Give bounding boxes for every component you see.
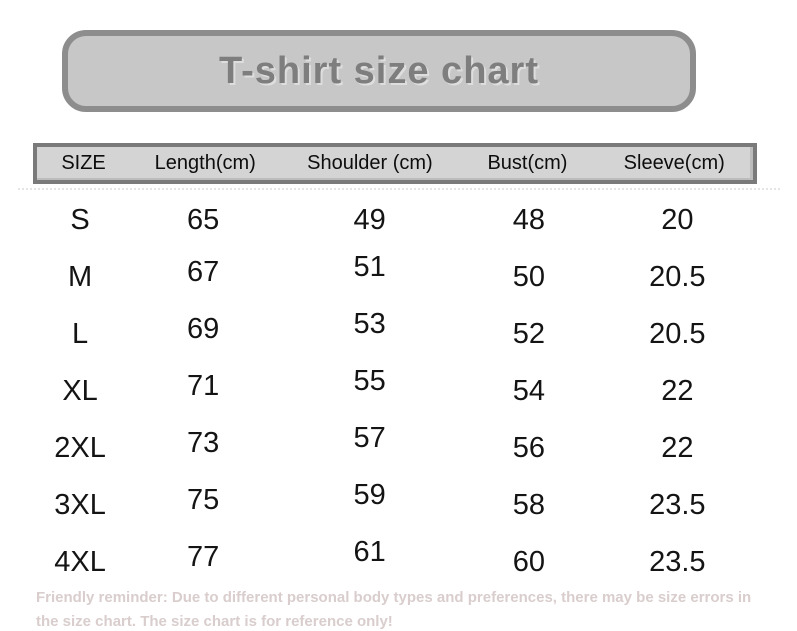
table-cell: 20.5 <box>649 261 706 293</box>
table-cell: 22 <box>661 375 694 407</box>
table-cell: 57 <box>353 422 386 454</box>
table-cell: 48 <box>512 204 546 236</box>
table-row: M 67 51 50 20.5 <box>33 249 757 306</box>
table-cell: 65 <box>186 204 220 236</box>
column-header-length-cm: Length(cm) <box>154 152 256 174</box>
column-header-bust-cm: Bust(cm) <box>487 152 568 174</box>
size-label: S <box>70 204 90 236</box>
column-header-size: SIZE <box>61 152 106 174</box>
size-label: 4XL <box>54 546 106 578</box>
table-cell: 50 <box>512 261 546 293</box>
table-body: S 65 49 48 20 M 67 51 50 20.5 L 69 53 52 20.5 XL 71 55 54 2… <box>33 192 757 591</box>
dotted-divider <box>18 188 780 190</box>
size-label: M <box>67 261 93 293</box>
size-label: XL <box>62 375 98 407</box>
table-cell: 20 <box>661 204 694 236</box>
table-cell: 51 <box>353 251 386 283</box>
size-label: L <box>71 318 89 350</box>
table-cell: 61 <box>353 536 386 568</box>
table-cell: 71 <box>186 370 220 402</box>
table-cell: 77 <box>186 541 220 573</box>
table-cell: 52 <box>512 318 546 350</box>
table-cell: 67 <box>186 256 220 288</box>
table-row: 4XL 77 61 60 23.5 <box>33 534 757 591</box>
table-header-row: SIZE Length(cm) Shoulder (cm) Bust(cm) Sleev… <box>33 143 757 184</box>
page-title: T-shirt size chart <box>219 49 539 92</box>
table-cell: 55 <box>353 365 386 397</box>
table-row: L 69 53 52 20.5 <box>33 306 757 363</box>
table-cell: 60 <box>512 546 546 578</box>
column-header-sleeve-cm: Sleeve(cm) <box>623 152 725 174</box>
table-cell: 22 <box>661 432 694 464</box>
table-cell: 49 <box>353 204 386 236</box>
table-cell: 69 <box>186 313 220 345</box>
table-row: S 65 49 48 20 <box>33 192 757 249</box>
table-cell: 20.5 <box>649 318 706 350</box>
table-row: 3XL 75 59 58 23.5 <box>33 477 757 534</box>
column-header-shoulder-cm: Shoulder (cm) <box>307 152 433 174</box>
table-row: 2XL 73 57 56 22 <box>33 420 757 477</box>
title-banner: T-shirt size chart <box>62 30 696 112</box>
table-cell: 75 <box>186 484 220 516</box>
table-cell: 73 <box>186 427 220 459</box>
table-cell: 53 <box>353 308 386 340</box>
table-cell: 23.5 <box>649 546 706 578</box>
table-row: XL 71 55 54 22 <box>33 363 757 420</box>
size-label: 2XL <box>54 432 106 464</box>
table-cell: 56 <box>512 432 546 464</box>
size-label: 3XL <box>54 489 106 521</box>
table-cell: 54 <box>512 375 546 407</box>
reminder-note: Friendly reminder: Due to different pers… <box>36 589 752 630</box>
table-cell: 59 <box>353 479 386 511</box>
table-cell: 23.5 <box>649 489 706 521</box>
table-cell: 58 <box>512 489 546 521</box>
